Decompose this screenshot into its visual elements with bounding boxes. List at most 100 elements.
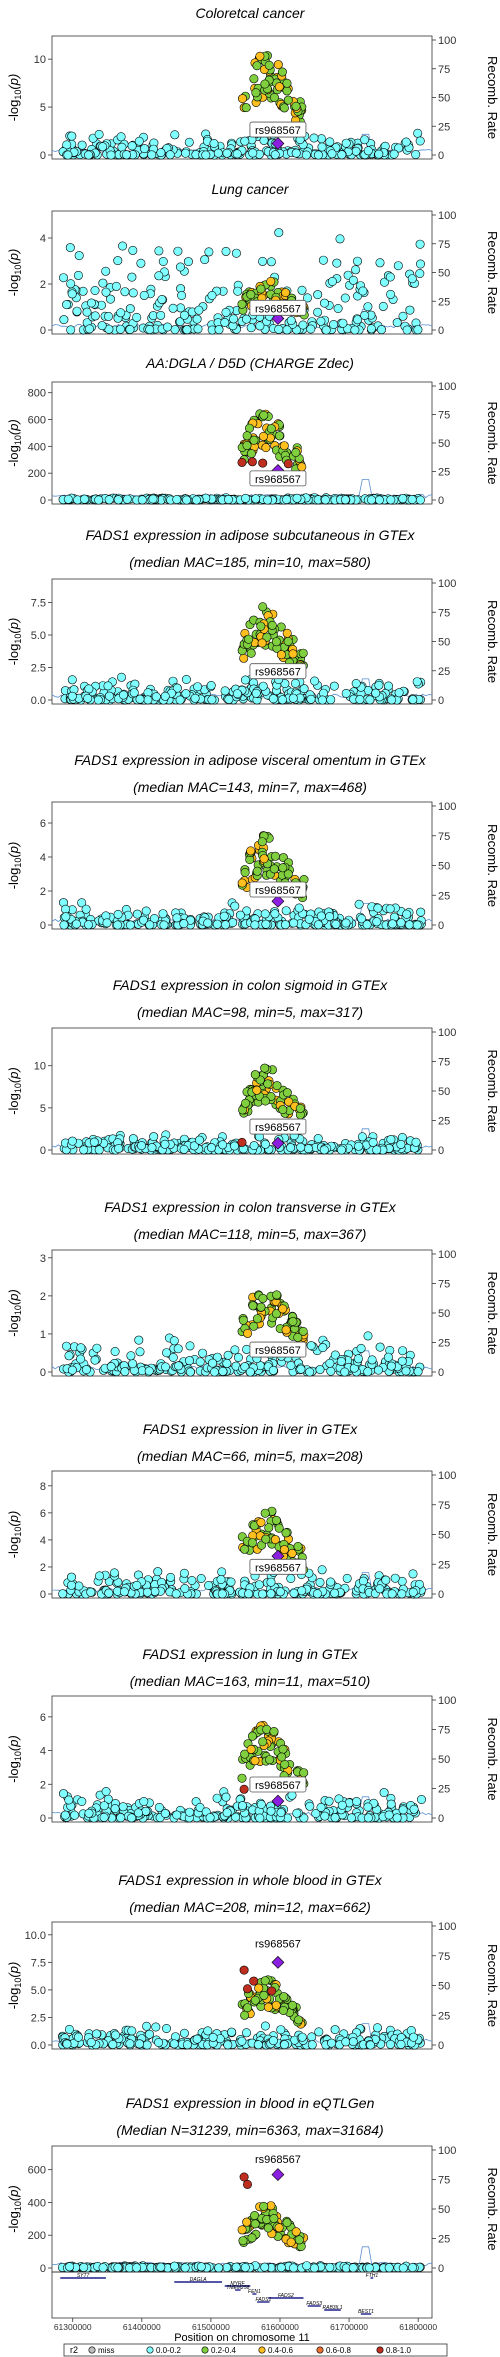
snp-point-r2-0.0-0.2 xyxy=(179,2028,189,2038)
snp-point-peak xyxy=(287,2000,297,2010)
snp-point-r2-0.0-0.2 xyxy=(170,2261,180,2271)
snp-point-r2-0.0-0.2 xyxy=(268,1365,278,1375)
snp-point-peak xyxy=(277,1752,287,1762)
snp-point-r2-0.0-0.2 xyxy=(158,909,168,919)
snp-point-peak xyxy=(266,424,276,434)
snp-point-peak xyxy=(260,1976,270,1986)
snp-point-r2-0.0-0.2 xyxy=(79,1145,89,1155)
snp-point-r2-0.0-0.2 xyxy=(61,912,71,922)
snp-point-r2-0.0-0.2 xyxy=(116,324,126,334)
snp-point-r2-0.0-0.2 xyxy=(340,1367,350,1377)
snp-point-r2-0.0-0.2 xyxy=(398,311,408,321)
snp-point-r2-0.0-0.2 xyxy=(185,1367,195,1377)
y2-tick-label: 50 xyxy=(438,1981,450,1993)
y2-tick-label: 50 xyxy=(438,1530,450,1542)
snp-point-r2-0.0-0.2 xyxy=(142,2040,152,2050)
snp-point-r2-0.0-0.2 xyxy=(329,319,339,329)
panel-9: FADS1 expression in lung in GTEx (median … xyxy=(6,1646,500,1825)
snp-point-r2-0.0-0.2 xyxy=(90,1355,100,1365)
panel-title: FADS1 expression in whole blood in GTEx xyxy=(118,1872,383,1888)
snp-point-r2-0.0-0.2 xyxy=(407,494,417,504)
snp-point-peak xyxy=(252,1085,262,1095)
snp-point-r2-0.0-0.2 xyxy=(390,1573,400,1583)
y2-tick-label: 25 xyxy=(438,666,450,678)
snp-point-r2-0.0-0.2 xyxy=(332,258,342,268)
snp-point-r2-0.0-0.2 xyxy=(260,909,270,919)
snp-point-peak xyxy=(259,410,269,420)
snp-point-peak xyxy=(256,284,266,294)
snp-point-r2-0.0-0.2 xyxy=(261,919,271,929)
snp-point-peak xyxy=(277,67,287,77)
panel-title: FADS1 expression in lung in GTEx xyxy=(142,1646,358,1662)
legend-label: 0.8-1.0 xyxy=(386,2346,411,2355)
y2-tick-label: 25 xyxy=(438,2234,450,2246)
snp-point-peak xyxy=(250,1756,260,1766)
snp-point-r2-0.0-0.2 xyxy=(120,287,130,297)
snp-point-r2-0.0-0.2 xyxy=(154,246,164,256)
index-snp-label: rs968567 xyxy=(255,1122,301,1134)
snp-point-peak xyxy=(295,1103,305,1113)
snp-point-r2-0.0-0.2 xyxy=(324,1796,334,1806)
snp-point-r2-0.0-0.2 xyxy=(125,324,135,334)
snp-point-r2-0.0-0.2 xyxy=(213,148,223,158)
y2-tick-label: 25 xyxy=(438,1559,450,1571)
panel-8: FADS1 expression in liver in GTEx (median… xyxy=(6,1421,500,1601)
snp-point-r2-0.0-0.2 xyxy=(77,1797,87,1807)
snp-point-r2-0.0-0.2 xyxy=(289,1588,299,1598)
gene-label: FTH1 xyxy=(366,2273,379,2279)
snp-point-r2-0.0-0.2 xyxy=(147,1143,157,1153)
index-snp-label: rs968567 xyxy=(255,885,301,897)
snp-point-peak xyxy=(258,1737,268,1747)
y-axis-label: -log10(p) xyxy=(6,1289,23,1337)
snp-point-r2-0.0-0.2 xyxy=(315,1365,325,1375)
snp-point-r2-0.0-0.2 xyxy=(237,2036,247,2046)
snp-point-r2-0.0-0.2 xyxy=(104,495,114,505)
snp-point-r2-0.0-0.2 xyxy=(110,1347,120,1357)
snp-point-r2-0.0-0.2 xyxy=(104,691,114,701)
y2-tick-label: 100 xyxy=(438,1027,456,1039)
snp-point-r2-0.0-0.2 xyxy=(193,682,203,692)
gene-track: SYT7DAGLAMYRFTMEM258FEN1FADS2FADS1FADS3R… xyxy=(51,2271,437,2344)
snp-point-r2-0.0-0.2 xyxy=(180,1584,190,1594)
snp-point-r2-0.0-0.2 xyxy=(175,262,185,272)
snp-point-r2-0.0-0.2 xyxy=(356,1343,366,1353)
y2-tick-label: 0 xyxy=(438,1813,444,1825)
snp-point-peak xyxy=(250,1070,260,1080)
panel-title: AA:DGLA / D5D (CHARGE Zdec) xyxy=(145,355,354,371)
snp-point-r2-0.0-0.2 xyxy=(192,314,202,324)
snp-point-r2-0.0-0.2 xyxy=(63,494,73,504)
snp-point-r2-0.0-0.2 xyxy=(408,695,418,705)
snp-point-r2-0.0-0.2 xyxy=(280,920,290,930)
snp-point-r2-0.0-0.2 xyxy=(154,2038,164,2048)
snp-point-peak xyxy=(288,649,298,659)
snp-point-r2-0.0-0.2 xyxy=(214,325,224,335)
snp-point-r2-0.0-0.2 xyxy=(192,2034,202,2044)
snp-point-peak xyxy=(242,440,252,450)
x-tick-label: 61400000 xyxy=(123,2322,161,2332)
y-tick-label: 2 xyxy=(40,1779,46,1791)
y2-tick-label: 25 xyxy=(438,121,450,133)
y-axis-label: -log10(p) xyxy=(6,842,23,890)
snp-point-r2-0.0-0.2 xyxy=(231,248,241,258)
snp-point-peak xyxy=(270,851,280,861)
snp-point-r2-0.0-0.2 xyxy=(95,1571,105,1581)
panel-title: FADS1 expression in liver in GTEx xyxy=(143,1421,358,1437)
snp-point-r2-0.0-0.2 xyxy=(336,1145,346,1155)
snp-point-r2-0.0-0.2 xyxy=(306,1341,316,1351)
snp-point-peak xyxy=(252,866,262,876)
snp-point-peak xyxy=(247,1731,257,1741)
points-layer: rs968567 xyxy=(58,1506,426,1599)
y-tick-label: 4 xyxy=(40,852,46,864)
panel-subtitle: (Median N=31239, min=6363, max=31684) xyxy=(116,2122,383,2138)
snp-point-r2-0.0-0.2 xyxy=(151,2022,161,2032)
snp-point-r2-0.0-0.2 xyxy=(193,324,203,334)
snp-point-r2-0.0-0.2 xyxy=(408,1587,418,1597)
snp-point-r2-0.0-0.2 xyxy=(310,676,320,686)
snp-point-r2-0.0-0.2 xyxy=(364,2263,374,2273)
snp-point-r2-0.0-0.2 xyxy=(139,1797,149,1807)
legend-marker xyxy=(201,2346,209,2354)
snp-point-r2-0.0-0.2 xyxy=(113,2263,123,2273)
snp-point-r2-0.0-0.2 xyxy=(172,1810,182,1820)
snp-point-r2-0.0-0.2 xyxy=(111,281,121,291)
